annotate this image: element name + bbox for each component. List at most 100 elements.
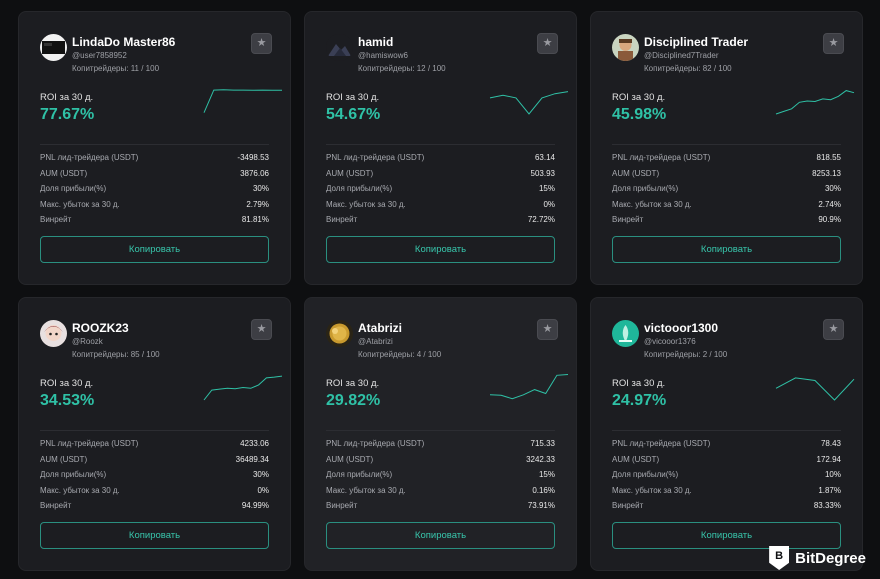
stat-row-profit-share: Доля прибыли(%) 15%: [326, 181, 555, 197]
copy-button[interactable]: Копировать: [612, 236, 841, 263]
stat-value: 63.14: [534, 153, 555, 162]
stats-list: PNL лид-трейдера (USDT) -3498.53 AUM (US…: [40, 150, 269, 228]
stat-label: AUM (USDT): [326, 168, 374, 178]
stat-value: -3498.53: [237, 153, 269, 162]
trader-header: LindaDo Master86 @user7858952 Копитрейде…: [40, 33, 272, 75]
trader-header: Atabrizi @Atabrizi Копитрейдеры: 4 / 100…: [326, 319, 558, 361]
stat-label: Макс. убыток за 30 д.: [326, 199, 406, 209]
stat-row-profit-share: Доля прибыли(%) 30%: [612, 181, 841, 197]
stat-row-aum: AUM (USDT) 3242.33: [326, 452, 555, 468]
stat-value: 0%: [543, 199, 555, 209]
stat-row-aum: AUM (USDT) 36489.34: [40, 452, 269, 468]
roi-value: 54.67%: [326, 106, 381, 123]
copy-button[interactable]: Копировать: [326, 236, 555, 263]
avatar[interactable]: [40, 320, 67, 347]
stat-label: PNL лид-трейдера (USDT): [40, 153, 139, 162]
stat-label: Доля прибыли(%): [612, 470, 679, 479]
trader-card[interactable]: LindaDo Master86 @user7858952 Копитрейде…: [18, 11, 291, 285]
trader-name[interactable]: victooor1300: [644, 321, 719, 335]
roi-label: ROI за 30 д.: [326, 378, 380, 389]
copy-button[interactable]: Копировать: [40, 236, 269, 263]
stat-value: 81.81%: [241, 215, 269, 224]
star-icon: ★: [542, 323, 553, 335]
trader-card[interactable]: Atabrizi @Atabrizi Копитрейдеры: 4 / 100…: [304, 297, 577, 571]
roi-sparkline: [775, 90, 855, 115]
stat-label: PNL лид-трейдера (USDT): [612, 439, 711, 448]
trader-card[interactable]: ROOZK23 @Roozk Копитрейдеры: 85 / 100 ★ …: [18, 297, 291, 571]
trader-card[interactable]: victooor1300 @vicooor1376 Копитрейдеры: …: [590, 297, 863, 571]
roi-label: ROI за 30 д.: [40, 92, 94, 103]
favorite-button[interactable]: ★: [823, 319, 844, 340]
trader-name[interactable]: hamid: [358, 35, 394, 49]
avatar[interactable]: [612, 320, 639, 347]
trader-header: hamid @hamiswow6 Копитрейдеры: 12 / 100 …: [326, 33, 558, 75]
copiers-count: Копитрейдеры: 11 / 100: [72, 64, 160, 73]
stats-list: PNL лид-трейдера (USDT) 4233.06 AUM (USD…: [40, 436, 269, 514]
favorite-button[interactable]: ★: [537, 319, 558, 340]
favorite-button[interactable]: ★: [251, 319, 272, 340]
trader-header: ROOZK23 @Roozk Копитрейдеры: 85 / 100 ★: [40, 319, 272, 361]
sparkline-path: [775, 377, 855, 401]
stat-value: 73.91%: [527, 501, 555, 510]
stat-row-max-drawdown: Макс. убыток за 30 д. 2.74%: [612, 197, 841, 213]
stat-label: AUM (USDT): [612, 454, 660, 464]
stat-value: 2.74%: [818, 199, 841, 209]
avatar[interactable]: [326, 34, 353, 61]
stat-row-pnl: PNL лид-трейдера (USDT) -3498.53: [40, 150, 269, 166]
bitdegree-logo-icon: B: [769, 546, 790, 570]
stat-row-max-drawdown: Макс. убыток за 30 д. 1.87%: [612, 483, 841, 499]
stat-value: 818.55: [816, 153, 841, 162]
trader-name[interactable]: ROOZK23: [72, 321, 129, 335]
roi-label: ROI за 30 д.: [40, 378, 94, 389]
stat-row-win-rate: Винрейт 72.72%: [326, 212, 555, 228]
stat-value: 15%: [538, 184, 555, 193]
star-icon: ★: [256, 37, 267, 49]
divider: [612, 430, 841, 431]
trader-card[interactable]: hamid @hamiswow6 Копитрейдеры: 12 / 100 …: [304, 11, 577, 285]
stat-row-win-rate: Винрейт 83.33%: [612, 498, 841, 514]
trader-handle: @Atabrizi: [358, 337, 393, 346]
trader-card[interactable]: Disciplined Trader @Disciplined7Trader К…: [590, 11, 863, 285]
roi-label: ROI за 30 д.: [612, 92, 666, 103]
stat-label: Доля прибыли(%): [40, 184, 107, 193]
stat-value: 172.94: [816, 454, 841, 464]
trader-name[interactable]: Atabrizi: [358, 321, 403, 335]
stat-row-max-drawdown: Макс. убыток за 30 д. 0%: [326, 197, 555, 213]
stat-row-win-rate: Винрейт 94.99%: [40, 498, 269, 514]
favorite-button[interactable]: ★: [823, 33, 844, 54]
copy-button[interactable]: Копировать: [612, 522, 841, 549]
favorite-button[interactable]: ★: [251, 33, 272, 54]
stat-row-pnl: PNL лид-трейдера (USDT) 818.55: [612, 150, 841, 166]
trader-cards-grid: LindaDo Master86 @user7858952 Копитрейде…: [18, 11, 863, 571]
copy-button[interactable]: Копировать: [40, 522, 269, 549]
copy-button[interactable]: Копировать: [326, 522, 555, 549]
favorite-button[interactable]: ★: [537, 33, 558, 54]
sparkline-path: [203, 89, 282, 113]
sparkline-path: [489, 91, 569, 115]
stat-value: 83.33%: [813, 501, 841, 510]
stat-value: 3242.33: [526, 454, 555, 464]
avatar[interactable]: [326, 320, 353, 347]
star-icon: ★: [828, 37, 839, 49]
stat-value: 715.33: [530, 439, 555, 448]
stat-row-profit-share: Доля прибыли(%) 15%: [326, 467, 555, 483]
stat-label: Винрейт: [40, 501, 72, 510]
avatar[interactable]: [612, 34, 639, 61]
stat-label: AUM (USDT): [612, 168, 660, 178]
stat-value: 503.93: [530, 168, 555, 178]
trader-name[interactable]: LindaDo Master86: [72, 35, 176, 49]
trader-handle: @vicooor1376: [644, 337, 696, 346]
stat-row-aum: AUM (USDT) 3876.06: [40, 166, 269, 182]
avatar[interactable]: [40, 34, 67, 61]
stat-row-win-rate: Винрейт 90.9%: [612, 212, 841, 228]
stat-label: Винрейт: [612, 501, 644, 510]
stat-row-max-drawdown: Макс. убыток за 30 д. 0.16%: [326, 483, 555, 499]
stat-value: 1.87%: [818, 485, 841, 495]
stat-label: Винрейт: [40, 215, 72, 224]
roi-value: 45.98%: [612, 106, 667, 123]
stat-label: Винрейт: [326, 501, 358, 510]
stat-value: 90.9%: [818, 215, 841, 224]
roi-sparkline: [489, 374, 569, 400]
trader-name[interactable]: Disciplined Trader: [644, 35, 749, 49]
roi-sparkline: [203, 375, 283, 401]
